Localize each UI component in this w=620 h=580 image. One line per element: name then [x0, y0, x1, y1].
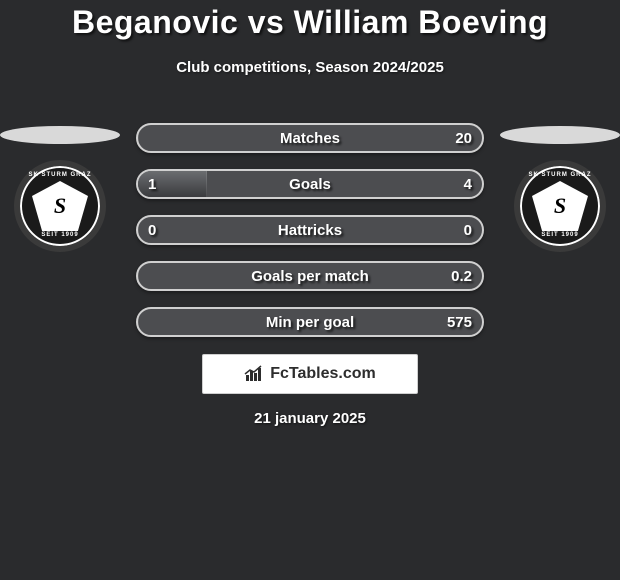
player-left-badge-area: SK STURM GRAZ S SEIT 1909	[0, 126, 120, 252]
stat-bar: Hattricks0 0	[136, 215, 484, 245]
club-inner-glyph: S	[32, 181, 88, 231]
club-arc-bot: SEIT 1909	[520, 232, 600, 238]
stat-value-right: 4	[464, 171, 472, 197]
player-right-badge-area: SK STURM GRAZ S SEIT 1909	[500, 126, 620, 252]
stat-value-left: 1	[148, 171, 156, 197]
stat-bars: Matches20 Goals1 4 Hattricks0 0 Goals per mat…	[136, 123, 484, 337]
comparison-card: Beganovic vs William Boeving Club compet…	[0, 0, 620, 580]
stat-bar: Goals per match0.2	[136, 261, 484, 291]
stat-bar: Min per goal575	[136, 307, 484, 337]
stat-value-right: 0	[464, 217, 472, 243]
stat-label: Hattricks	[138, 217, 482, 243]
club-badge-right: SK STURM GRAZ S SEIT 1909	[514, 160, 606, 252]
shadow-ellipse	[500, 126, 620, 144]
bar-chart-icon	[244, 365, 264, 383]
stat-label: Goals	[138, 171, 482, 197]
club-arc-bot: SEIT 1909	[20, 232, 100, 238]
stat-bar: Matches20	[136, 123, 484, 153]
stat-value-right: 20	[455, 125, 472, 151]
brand-text: FcTables.com	[270, 365, 376, 383]
subtitle: Club competitions, Season 2024/2025	[0, 59, 620, 76]
club-arc-top: SK STURM GRAZ	[520, 172, 600, 178]
stat-value-right: 575	[447, 309, 472, 335]
club-arc-top: SK STURM GRAZ	[20, 172, 100, 178]
page-title: Beganovic vs William Boeving	[0, 0, 620, 41]
stat-label: Matches	[138, 125, 482, 151]
generated-date: 21 january 2025	[0, 410, 620, 427]
stat-value-left: 0	[148, 217, 156, 243]
stat-label: Goals per match	[138, 263, 482, 289]
stat-label: Min per goal	[138, 309, 482, 335]
club-badge-left: SK STURM GRAZ S SEIT 1909	[14, 160, 106, 252]
stat-bar: Goals1 4	[136, 169, 484, 199]
shadow-ellipse	[0, 126, 120, 144]
branding-box[interactable]: FcTables.com	[202, 354, 418, 394]
club-inner-glyph: S	[532, 181, 588, 231]
stat-value-right: 0.2	[451, 263, 472, 289]
